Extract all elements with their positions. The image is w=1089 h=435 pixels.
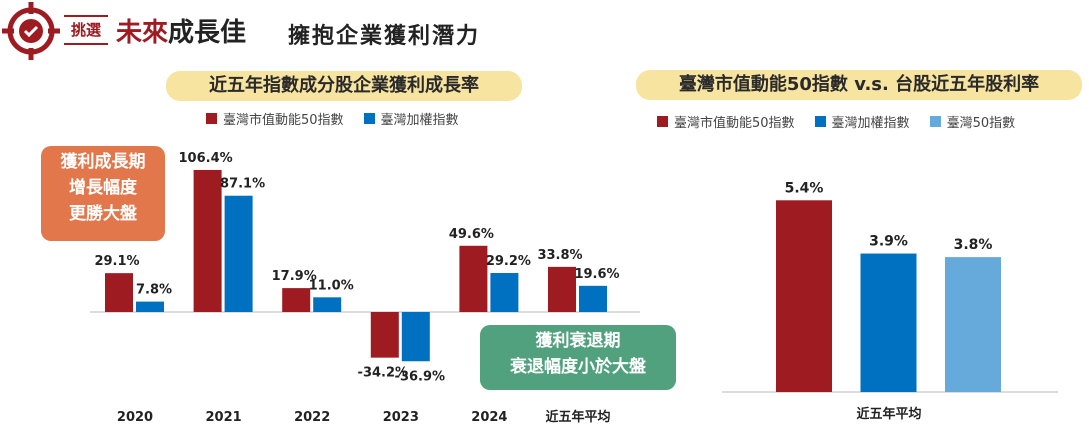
bar xyxy=(193,169,222,312)
bar xyxy=(860,253,917,392)
title-red: 未來 xyxy=(116,18,169,48)
legend-label: 臺灣加權指數 xyxy=(831,116,910,131)
data-label: 11.0% xyxy=(309,278,354,293)
legend-swatch xyxy=(657,116,668,127)
title-dark: 成長佳 xyxy=(168,18,247,48)
chart1-legend: 臺灣市值動能50指數 臺灣加權指數 xyxy=(206,109,459,128)
callout-growth: 獲利成長期 增長幅度 更勝大盤 xyxy=(41,146,165,241)
data-label: 87.1% xyxy=(220,177,265,192)
chart2-legend: 臺灣市值動能50指數 臺灣加權指數 臺灣50指數 xyxy=(657,112,1015,131)
x-tick-label: 2021 xyxy=(206,410,242,425)
data-label: -36.9% xyxy=(395,369,446,384)
x-tick-label: 2024 xyxy=(471,410,507,425)
bar xyxy=(313,297,342,312)
data-label: 33.8% xyxy=(537,248,582,263)
legend-label: 臺灣市值動能50指數 xyxy=(223,113,344,128)
bar xyxy=(579,285,607,312)
legend-swatch xyxy=(363,113,375,124)
data-label: 29.2% xyxy=(486,254,531,269)
data-label: 5.4% xyxy=(785,180,824,196)
x-tick-label: 近五年平均 xyxy=(545,409,610,425)
bar xyxy=(282,288,311,312)
callout-line: 獲利成長期 xyxy=(60,152,146,172)
x-tick-label: 2023 xyxy=(383,410,419,425)
callout-line: 衰退幅度小於大盤 xyxy=(510,357,646,377)
bar xyxy=(370,312,399,358)
data-label: 17.9% xyxy=(272,269,317,284)
legend-label: 臺灣市值動能50指數 xyxy=(674,116,795,131)
legend-swatch xyxy=(814,116,826,127)
data-label: 49.6% xyxy=(449,227,494,242)
data-label: 3.9% xyxy=(869,234,908,250)
chart2-title: 臺灣市值動能50指數 v.s. 台股近五年股利率 xyxy=(636,70,1082,100)
callout-line: 增長幅度 xyxy=(69,178,137,198)
legend-swatch xyxy=(929,116,941,127)
bar xyxy=(136,301,164,312)
callout-recession: 獲利衰退期 衰退幅度小於大盤 xyxy=(480,325,676,390)
bar xyxy=(459,245,488,312)
bar xyxy=(548,266,576,312)
header-tag: 挑選 xyxy=(64,15,108,45)
data-label: -34.2% xyxy=(358,366,409,381)
data-label: 106.4% xyxy=(179,151,233,166)
bar xyxy=(224,195,253,312)
page-title: 未來成長佳 xyxy=(116,12,246,49)
legend-label: 臺灣50指數 xyxy=(946,116,1016,131)
page-subtitle: 擁抱企業獲利潛力 xyxy=(288,24,481,49)
bar xyxy=(490,273,519,312)
data-label: 7.8% xyxy=(136,283,172,298)
bar xyxy=(945,257,1001,392)
bar xyxy=(401,312,430,362)
data-label: 19.6% xyxy=(574,267,619,282)
legend-swatch xyxy=(206,113,217,124)
callout-line: 獲利衰退期 xyxy=(535,331,621,351)
x-tick-label: 2022 xyxy=(294,410,330,425)
callout-line: 更勝大盤 xyxy=(69,204,137,224)
data-label: 29.1% xyxy=(94,254,139,269)
bar xyxy=(105,273,133,312)
x-tick-label: 近五年平均 xyxy=(856,406,921,422)
chart1-title: 近五年指數成分股企業獲利成長率 xyxy=(166,71,522,101)
x-tick-label: 2020 xyxy=(117,410,153,425)
target-logo-icon xyxy=(2,0,62,64)
legend-label: 臺灣加權指數 xyxy=(380,113,459,128)
data-label: 3.8% xyxy=(954,237,993,253)
bar xyxy=(776,200,832,392)
